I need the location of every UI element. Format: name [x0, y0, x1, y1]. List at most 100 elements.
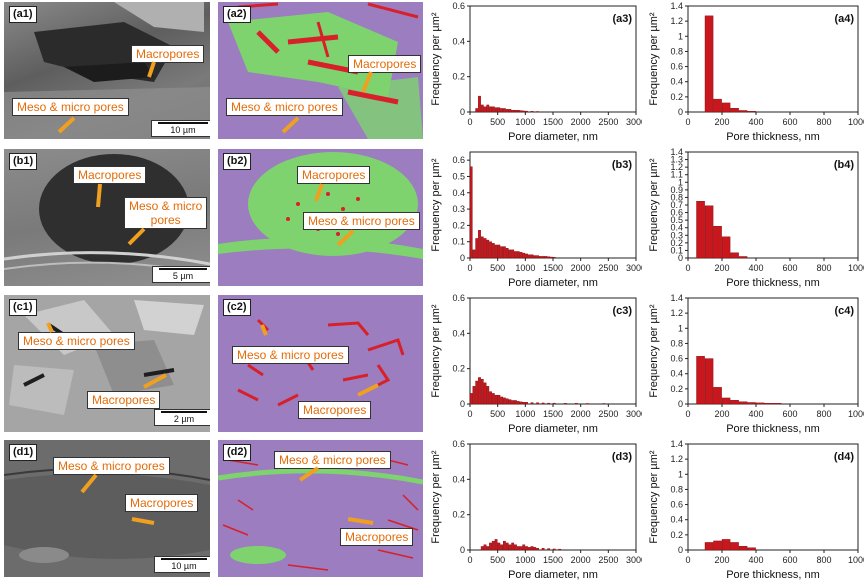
- arrows: [46, 322, 167, 389]
- bar: [525, 253, 528, 259]
- bar: [530, 254, 534, 259]
- x-tick-label: 0: [685, 555, 690, 565]
- bar: [480, 546, 484, 551]
- y-tick-label: 0: [678, 107, 683, 117]
- seg-image-c2: (c2) Meso & micro pores Macropores: [218, 295, 423, 432]
- panel-label: (d4): [834, 451, 855, 463]
- bar: [530, 111, 534, 113]
- x-tick-label: 2000: [571, 263, 591, 273]
- histogram-c3: 0 0.2 0.4 0.6 0 500 1000 1500 2000 2500 3000 Pore d…: [430, 293, 642, 435]
- callout-macropores: Macropores: [298, 401, 372, 419]
- bar: [563, 403, 567, 405]
- scale-bar-line: [158, 122, 208, 124]
- x-tick-label: 0: [685, 409, 690, 419]
- y-tick-label: 0.6: [452, 439, 465, 449]
- segmentation-map: [218, 152, 423, 259]
- bar: [585, 403, 589, 405]
- bar: [747, 547, 756, 551]
- sem-image-c1: (c1) Meso & micro pores Macropores 2 µm: [4, 295, 210, 432]
- bar: [730, 252, 739, 259]
- bar: [491, 243, 495, 259]
- bar: [502, 246, 506, 259]
- histogram-c4: 0 0.2 0.4 0.6 0.8 1 1.2 1.4 0 200 400 600 800 1000 Por…: [648, 293, 864, 435]
- bar: [502, 540, 506, 551]
- y-tick-label: 1.4: [670, 439, 683, 449]
- x-tick-label: 200: [714, 117, 729, 127]
- panel-label: (a4): [834, 13, 854, 25]
- plot-frame: [469, 297, 637, 405]
- bar: [704, 542, 714, 551]
- y-tick-label: 0.8: [670, 338, 683, 348]
- plot-frame: [687, 5, 859, 113]
- bar: [494, 394, 498, 405]
- scale-bar-label: 5 µm: [172, 271, 194, 281]
- bar: [497, 244, 501, 259]
- histogram-b4: 00.10.20.30.40.50.60.70.80.911.11.21.31.…: [648, 147, 864, 289]
- y-axis-label: Frequency per µm²: [430, 158, 442, 251]
- y-tick-label: 0.6: [670, 208, 683, 218]
- x-tick-label: 3000: [626, 409, 642, 419]
- arrows: [57, 61, 156, 134]
- y-tick-label: 1.2: [670, 16, 683, 26]
- bar: [500, 544, 504, 551]
- bar: [747, 402, 756, 405]
- bar: [491, 106, 495, 113]
- panel-label: (b1): [9, 153, 38, 170]
- panel-label: (a2): [223, 6, 251, 23]
- y-tick-label: 0.4: [452, 328, 465, 338]
- y-tick-label: 0: [460, 545, 465, 555]
- bar: [721, 397, 731, 405]
- y-tick-label: 1: [678, 31, 683, 41]
- bar: [489, 542, 492, 551]
- y-tick-label: 0.6: [670, 500, 683, 510]
- arrow-icon: [143, 373, 167, 389]
- x-tick-label: 1000: [848, 263, 864, 273]
- x-tick-label: 400: [748, 555, 763, 565]
- y-tick-label: 0.1: [452, 237, 465, 247]
- callout-macropores: Macropores: [73, 166, 147, 184]
- y-tick-label: 0.2: [452, 72, 465, 82]
- bar: [713, 98, 722, 113]
- x-tick-label: 3000: [626, 263, 642, 273]
- y-tick-label: 0.2: [670, 384, 683, 394]
- y-tick-label: 0.8: [670, 46, 683, 56]
- panel-label: (d2): [223, 444, 252, 461]
- callout-macropores: Macropores: [340, 528, 414, 546]
- bar: [602, 403, 606, 405]
- bar: [544, 256, 548, 259]
- bar: [738, 546, 748, 551]
- bar: [552, 256, 556, 259]
- scale-bar-label: 10 µm: [171, 561, 197, 571]
- y-tick-label: 1.1: [670, 170, 683, 180]
- sem-image-b1: (b1) Macropores Meso & micro pores 5 µm: [4, 149, 210, 286]
- x-tick-label: 2000: [571, 117, 591, 127]
- bar: [483, 544, 487, 551]
- x-tick-label: 0: [467, 263, 472, 273]
- arrow-icon: [298, 466, 320, 482]
- bar: [486, 546, 490, 551]
- y-tick-label: 1: [678, 469, 683, 479]
- y-tick-label: 1.2: [670, 308, 683, 318]
- bar: [704, 205, 714, 259]
- bar: [530, 402, 534, 405]
- sem-image-a1: (a1) Macropores Meso & micro pores 10 µm: [4, 2, 210, 139]
- bar: [500, 246, 504, 259]
- panel-label: (b2): [223, 153, 252, 170]
- y-tick-label: 0.8: [670, 192, 683, 202]
- y-tick-label: 0.3: [670, 230, 683, 240]
- arrow-icon: [361, 71, 373, 93]
- bar: [500, 396, 504, 405]
- bar: [547, 548, 551, 551]
- x-tick-label: 1000: [515, 117, 535, 127]
- seg-image-a2: (a2) Macropores Meso & micro pores: [218, 2, 423, 139]
- x-axis-label: Pore thickness, nm: [726, 277, 820, 289]
- x-tick-label: 2500: [598, 555, 618, 565]
- arrows: [298, 466, 374, 525]
- bar: [483, 382, 487, 405]
- bar: [480, 236, 484, 259]
- bar: [519, 546, 523, 551]
- x-tick-label: 1000: [848, 409, 864, 419]
- arrows: [281, 71, 373, 134]
- bar: [494, 539, 498, 551]
- y-tick-label: 1.2: [670, 454, 683, 464]
